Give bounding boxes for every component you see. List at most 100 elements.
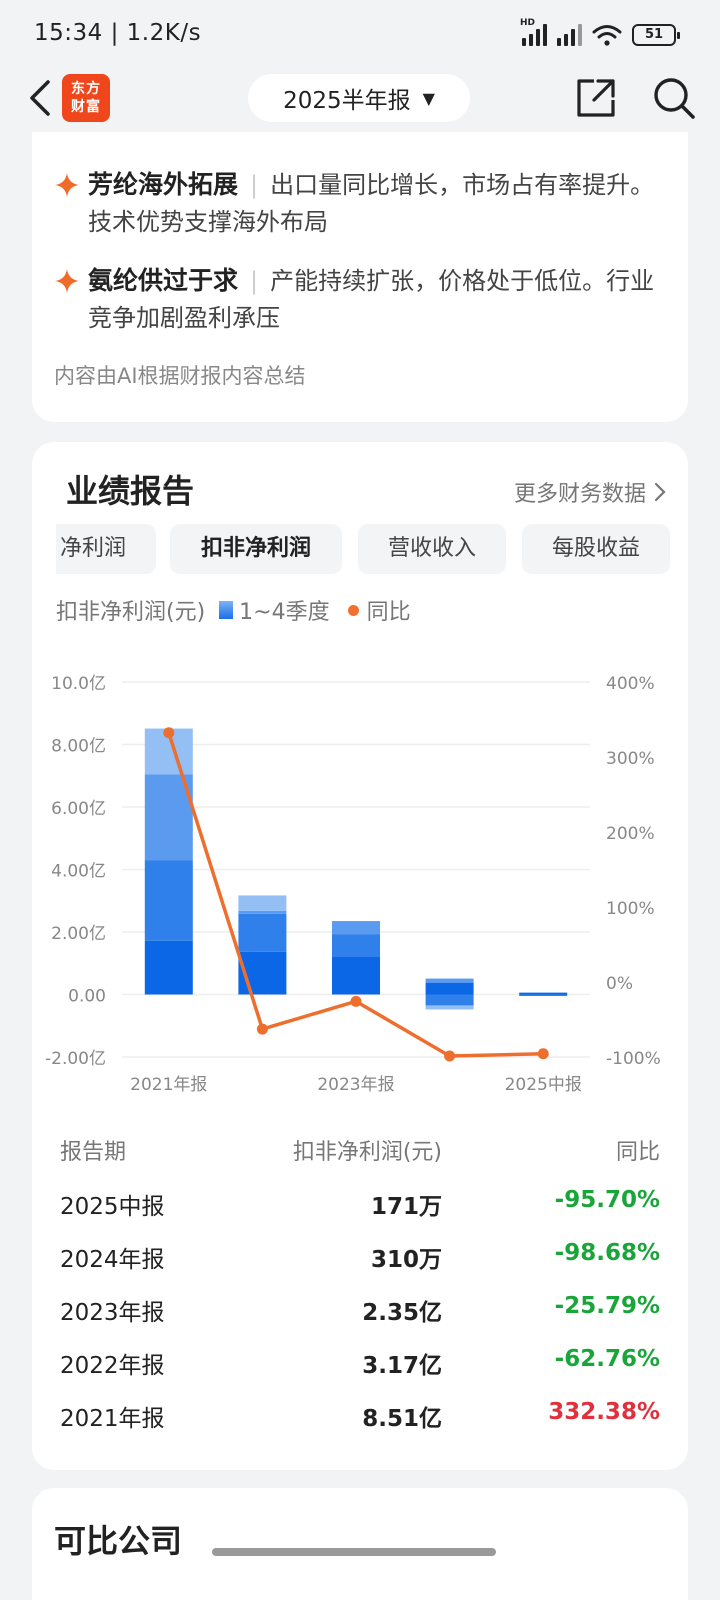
legend-bars: 1~4季度 (239, 600, 330, 625)
y-tick-label: 6.00亿 (51, 799, 106, 819)
yoy-point (163, 727, 175, 739)
bar-segment (144, 940, 193, 995)
ai-summary-title: 芳纶海外拓展 (88, 170, 239, 199)
y-tick-label: 8.00亿 (51, 737, 106, 757)
status-time: 15:34 | 1.2K/s (34, 20, 202, 46)
signal-icon: HD (520, 18, 547, 46)
y2-tick-label: 200% (606, 824, 655, 844)
wifi-icon (592, 25, 622, 46)
tab-eps[interactable]: 每股收益 (522, 524, 670, 574)
row-yoy: -95.70% (554, 1187, 660, 1213)
bar-segment (332, 956, 380, 995)
row-value: 2.35亿 (362, 1300, 442, 1326)
row-value: 171万 (370, 1194, 442, 1220)
signal-icon-2 (557, 24, 582, 46)
sparkle-icon (55, 269, 79, 293)
bar-segment (425, 978, 474, 983)
sparkle-icon (55, 173, 79, 197)
ai-disclaimer: 内容由AI根据财报内容总结 (54, 364, 306, 388)
legend-line-swatch (347, 604, 359, 616)
y-tick-label: -2.00亿 (45, 1049, 106, 1069)
tab-label: 营收收入 (387, 536, 476, 561)
ai-summary-card: 芳纶海外拓展 | 出口量同比增长，市场占有率提升。技术优势支撑海外布局 氨纶供过于求… (32, 132, 688, 422)
y2-tick-label: 400% (606, 674, 655, 694)
y2-tick-label: -100% (606, 1049, 661, 1069)
chart-legend: 扣非净利润(元) 1~4季度 同比 (56, 594, 411, 626)
row-yoy: 332.38% (548, 1399, 660, 1425)
top-nav: 东方 财富 2025半年报 ▼ (0, 62, 720, 142)
logo-line2: 财富 (71, 99, 101, 115)
legend-line: 同比 (366, 600, 411, 625)
y-tick-label: 10.0亿 (51, 674, 106, 694)
bar-segment (425, 994, 474, 1006)
profit-table: 报告期 扣非净利润(元) 同比 2025中报 171万 -95.70% 2024年报 3… (32, 1122, 688, 1440)
ai-separator: | (250, 171, 259, 199)
bar-segment (144, 860, 193, 941)
logo-line1: 东方 (71, 81, 101, 97)
yoy-point (256, 1023, 268, 1035)
yoy-point (537, 1048, 549, 1060)
tab-deducted-net-profit[interactable]: 扣非净利润 (170, 524, 342, 574)
table-row[interactable]: 2023年报 2.35亿 -25.79% (32, 1281, 688, 1334)
table-row[interactable]: 2024年报 310万 -98.68% (32, 1228, 688, 1281)
ai-summary-text: 氨纶供过于求 | 产能持续扩张，价格处于低位。行业竞争加剧盈利承压 (88, 262, 668, 337)
header-value: 扣非净利润(元) (292, 1140, 442, 1165)
tab-label: 净利润 (59, 536, 126, 561)
y2-tick-label: 100% (606, 899, 655, 919)
bar-segment (425, 982, 474, 995)
bar-segment (332, 934, 380, 957)
back-button[interactable] (22, 76, 62, 120)
comparable-companies-card[interactable]: 可比公司 (32, 1488, 688, 1600)
ai-summary-title: 氨纶供过于求 (88, 266, 239, 295)
table-header: 报告期 扣非净利润(元) 同比 (32, 1122, 688, 1175)
ai-summary-body: 产能持续扩张，价格处于低位。行业竞争加剧盈利承压 (88, 267, 655, 332)
status-icons: HD 51 (520, 18, 680, 46)
section-title: 可比公司 (54, 1522, 183, 1560)
tab-revenue[interactable]: 营收收入 (358, 524, 506, 574)
tab-label: 每股收益 (551, 536, 640, 561)
table-row[interactable]: 2022年报 3.17亿 -62.76% (32, 1334, 688, 1387)
y-tick-label: 2.00亿 (51, 924, 106, 944)
row-period: 2022年报 (60, 1353, 165, 1379)
bar-segment (238, 895, 287, 911)
x-tick-label: 2021年报 (130, 1075, 207, 1092)
period-selector[interactable]: 2025半年报 ▼ (248, 74, 470, 122)
row-yoy: -98.68% (554, 1240, 660, 1266)
table-row[interactable]: 2025中报 171万 -95.70% (32, 1175, 688, 1228)
row-period: 2025中报 (60, 1194, 165, 1220)
app-logo: 东方 财富 (62, 74, 110, 122)
row-period: 2021年报 (60, 1406, 165, 1432)
x-tick-label: 2023年报 (317, 1075, 394, 1092)
row-value: 3.17亿 (362, 1353, 442, 1379)
more-financial-data-link[interactable]: 更多财务数据 (514, 476, 666, 508)
yoy-line (167, 732, 544, 1058)
share-button[interactable] (574, 76, 618, 120)
row-value: 310万 (370, 1247, 442, 1273)
ai-separator: | (250, 267, 259, 295)
bar-segment (519, 992, 568, 995)
bar-segment (238, 910, 287, 914)
header-period: 报告期 (60, 1140, 127, 1165)
battery-icon: 51 (632, 24, 680, 46)
more-link-label: 更多财务数据 (513, 482, 646, 507)
bar-segment (238, 913, 287, 952)
table-row[interactable]: 2021年报 8.51亿 332.38% (32, 1387, 688, 1440)
y-tick-label: 0.00 (68, 987, 106, 1007)
tab-label: 扣非净利润 (200, 536, 311, 561)
row-period: 2024年报 (60, 1247, 165, 1273)
metric-tabs: 净利润 扣非净利润 营收收入 每股收益 (56, 524, 688, 576)
bar-segment (332, 921, 380, 935)
bar-segment (519, 994, 568, 996)
hd-badge: HD (520, 18, 536, 28)
home-indicator[interactable] (212, 1548, 496, 1556)
profit-chart: 10.0亿 8.00亿 6.00亿 4.00亿 2.00亿 0.00 -2.00亿 400% 3… (45, 674, 661, 1092)
bar-segment (425, 1005, 474, 1010)
y2-tick-label: 0% (606, 974, 633, 994)
caret-down-icon: ▼ (422, 88, 435, 108)
legend-bar-swatch (219, 601, 234, 619)
header-yoy: 同比 (615, 1140, 660, 1165)
ai-summary-body: 出口量同比增长，市场占有率提升。技术优势支撑海外布局 (88, 171, 655, 236)
search-button[interactable] (650, 74, 698, 122)
tab-net-profit[interactable]: 净利润 (56, 524, 156, 574)
row-yoy: -62.76% (554, 1346, 660, 1372)
